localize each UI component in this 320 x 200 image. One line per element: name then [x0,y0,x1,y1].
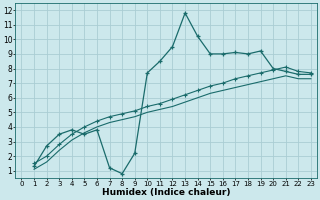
X-axis label: Humidex (Indice chaleur): Humidex (Indice chaleur) [102,188,230,197]
